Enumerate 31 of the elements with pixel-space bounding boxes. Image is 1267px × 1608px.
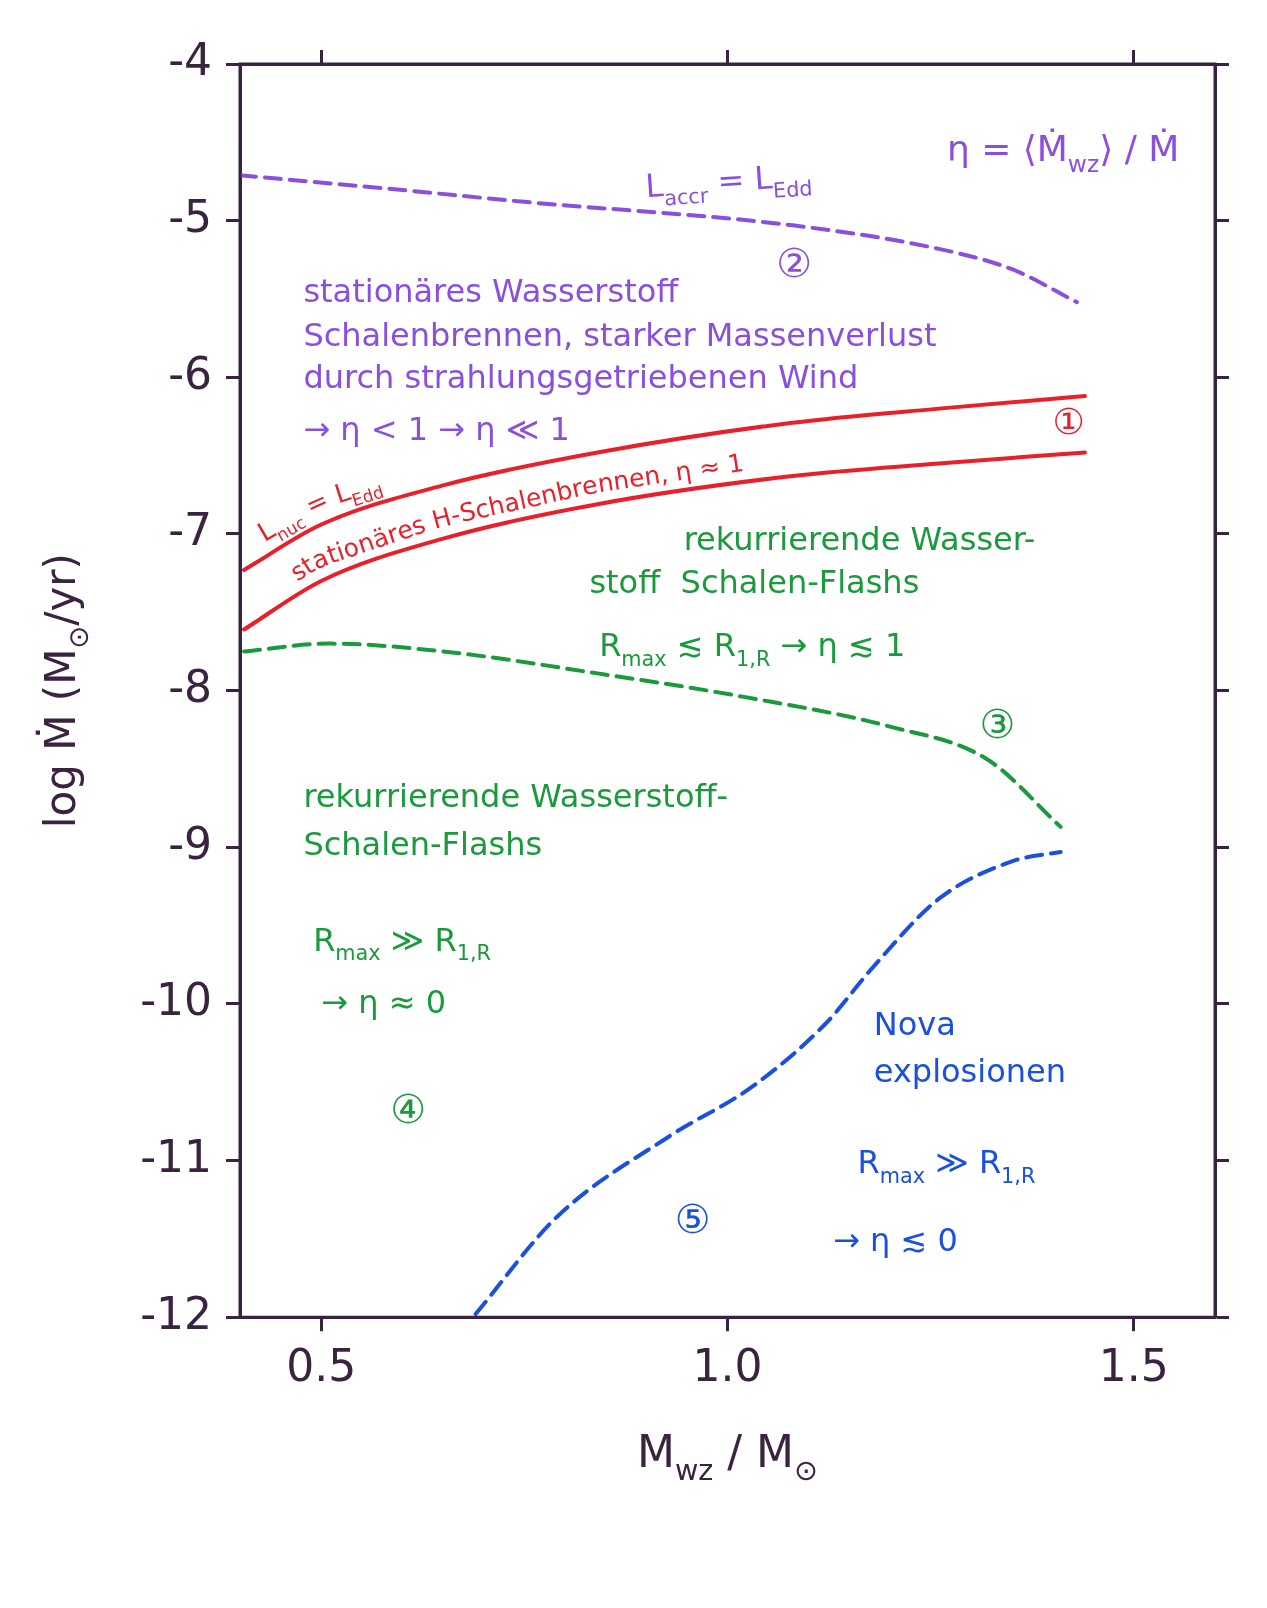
- y-tick-label: -12: [140, 1287, 212, 1339]
- annotation: ②: [776, 240, 813, 287]
- y-tick-label: -4: [168, 34, 212, 86]
- annotation: → η ≈ 0: [321, 983, 447, 1022]
- y-tick-label: -8: [168, 661, 212, 713]
- annotation: ⑤: [674, 1195, 711, 1242]
- y-tick-label: -10: [140, 974, 212, 1026]
- annotation: rekurrierende Wasserstoff-: [303, 776, 729, 815]
- annotation: stationäres Wasserstoff: [303, 272, 680, 311]
- annotation: durch strahlungsgetriebenen Wind: [303, 358, 859, 397]
- annotation: Schalenbrennen, starker Massenverlust: [303, 315, 937, 354]
- annotation: ①: [1052, 400, 1085, 442]
- annotation: stoff Schalen-Flashs: [589, 563, 920, 602]
- annotation: Laccr = LEdd: [644, 158, 814, 211]
- annotation: → η < 1 → η ≪ 1: [303, 409, 570, 448]
- annotation: rekurrierende Wasser-: [683, 519, 1036, 558]
- annotation: explosionen: [873, 1052, 1066, 1091]
- y-tick-label: -7: [168, 504, 212, 556]
- annotation: ④: [390, 1085, 427, 1132]
- x-tick-label: 1.0: [692, 1340, 763, 1392]
- y-tick-label: -5: [168, 191, 212, 243]
- y-tick-label: -9: [168, 817, 212, 869]
- x-tick-label: 1.5: [1098, 1340, 1169, 1392]
- y-axis-title: log Ṁ (M⊙/yr): [35, 553, 94, 829]
- x-tick-label: 0.5: [286, 1340, 357, 1392]
- y-tick-label: -11: [140, 1130, 212, 1182]
- y-tick-label: -6: [168, 347, 212, 399]
- annotation: Schalen-Flashs: [303, 825, 543, 864]
- annotation: → η ≲ 0: [833, 1221, 958, 1260]
- annotation: ③: [979, 700, 1016, 747]
- annotation: Nova: [873, 1005, 956, 1044]
